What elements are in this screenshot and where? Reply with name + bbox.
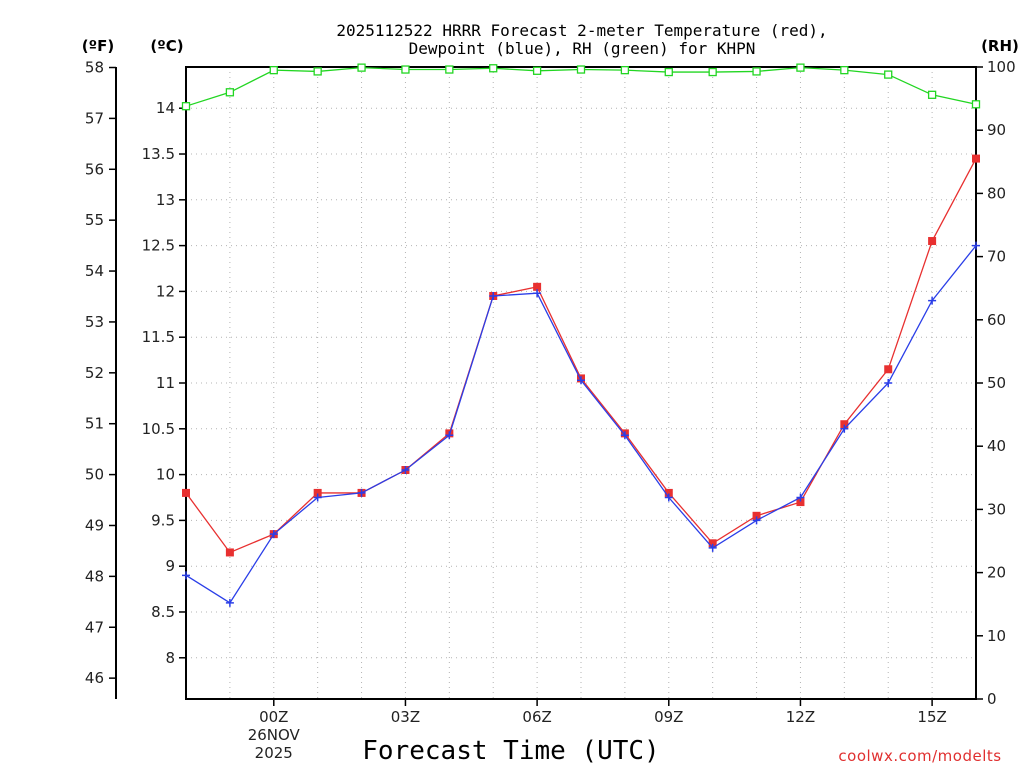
fahrenheit-tick-label: 46	[85, 669, 104, 687]
celsius-tick-label: 10.5	[142, 420, 175, 438]
rh-tick-label: 90	[987, 121, 1006, 139]
dewpoint-point	[182, 571, 190, 579]
rh-tick-label: 10	[987, 627, 1006, 645]
rh-tick-label: 80	[987, 184, 1006, 202]
rh-unit-label: (RH)	[981, 37, 1019, 55]
rh-tick-label: 20	[987, 564, 1006, 582]
fahrenheit-tick-label: 55	[85, 211, 104, 229]
celsius-tick-label: 13.5	[142, 145, 175, 163]
fahrenheit-tick-label: 50	[85, 466, 104, 484]
celsius-tick-label: 12.5	[142, 237, 175, 255]
x-axis-title: Forecast Time (UTC)	[362, 736, 659, 766]
x-date-label: 26NOV	[248, 726, 301, 744]
celsius-tick-label: 8.5	[151, 603, 175, 621]
celsius-tick-label: 13	[156, 191, 175, 209]
rh-tick-label: 30	[987, 500, 1006, 518]
celsius-tick-label: 8	[165, 649, 175, 667]
credit-label: coolwx.com/modelts	[838, 747, 1001, 765]
fahrenheit-tick-label: 52	[85, 364, 104, 382]
chart-title-line2: Dewpoint (blue), RH (green) for KHPN	[409, 39, 756, 58]
rh-point	[534, 67, 541, 74]
fahrenheit-tick-label: 47	[85, 618, 104, 636]
rh-tick-label: 0	[987, 690, 997, 708]
fahrenheit-tick-label: 58	[85, 59, 104, 77]
temperature-point	[182, 489, 190, 497]
x-tick-label: 00Z	[259, 708, 288, 726]
rh-tick-label: 50	[987, 374, 1006, 392]
rh-point	[578, 66, 585, 73]
x-tick-label: 09Z	[654, 708, 683, 726]
fahrenheit-tick-label: 51	[85, 415, 104, 433]
rh-point	[973, 101, 980, 108]
rh-tick-label: 60	[987, 311, 1006, 329]
x-tick-label: 15Z	[917, 708, 946, 726]
x-date-label: 2025	[255, 744, 293, 762]
rh-point	[358, 64, 365, 71]
dewpoint-point	[226, 599, 234, 607]
fahrenheit-unit-label: (ºF)	[82, 37, 114, 55]
celsius-tick-label: 9	[165, 557, 175, 575]
fahrenheit-tick-label: 56	[85, 160, 104, 178]
x-tick-label: 06Z	[522, 708, 551, 726]
rh-point	[753, 68, 760, 75]
celsius-tick-label: 12	[156, 282, 175, 300]
rh-point	[270, 67, 277, 74]
rh-tick-label: 70	[987, 248, 1006, 266]
rh-point	[797, 64, 804, 71]
rh-point	[226, 89, 233, 96]
axes: 46 47 48 49 50 51 52 53 54 55 56 57 58 8 8.5 9 9.5 10 10.5…	[85, 58, 1016, 762]
temperature-series	[182, 155, 980, 557]
temperature-point	[884, 365, 892, 373]
temperature-point	[972, 155, 980, 163]
forecast-chart: 2025112522 HRRR Forecast 2-meter Tempera…	[0, 0, 1024, 768]
rh-point	[183, 103, 190, 110]
rh-point	[929, 91, 936, 98]
rh-point	[402, 66, 409, 73]
temperature-point	[226, 548, 234, 556]
rh-tick-label: 40	[987, 437, 1006, 455]
celsius-tick-label: 9.5	[151, 511, 175, 529]
x-tick-label: 03Z	[391, 708, 420, 726]
celsius-tick-label: 11	[156, 374, 175, 392]
dewpoint-line	[186, 246, 976, 603]
rh-point	[885, 71, 892, 78]
rh-point	[490, 65, 497, 72]
fahrenheit-tick-label: 57	[85, 109, 104, 127]
celsius-tick-label: 14	[156, 99, 175, 117]
celsius-tick-label: 10	[156, 466, 175, 484]
rh-point	[621, 67, 628, 74]
x-tick-label: 12Z	[786, 708, 815, 726]
rh-point	[446, 66, 453, 73]
fahrenheit-tick-label: 49	[85, 516, 104, 534]
temperature-point	[928, 237, 936, 245]
celsius-tick-label: 11.5	[142, 328, 175, 346]
rh-point	[314, 68, 321, 75]
rh-point	[709, 69, 716, 76]
celsius-unit-label: (ºC)	[150, 37, 183, 55]
data-series	[182, 64, 980, 607]
rh-tick-label: 100	[987, 58, 1016, 76]
fahrenheit-tick-label: 48	[85, 567, 104, 585]
fahrenheit-tick-label: 53	[85, 313, 104, 331]
rh-point	[665, 69, 672, 76]
chart-title-line1: 2025112522 HRRR Forecast 2-meter Tempera…	[336, 21, 827, 40]
fahrenheit-tick-label: 54	[85, 262, 104, 280]
rh-point	[841, 67, 848, 74]
